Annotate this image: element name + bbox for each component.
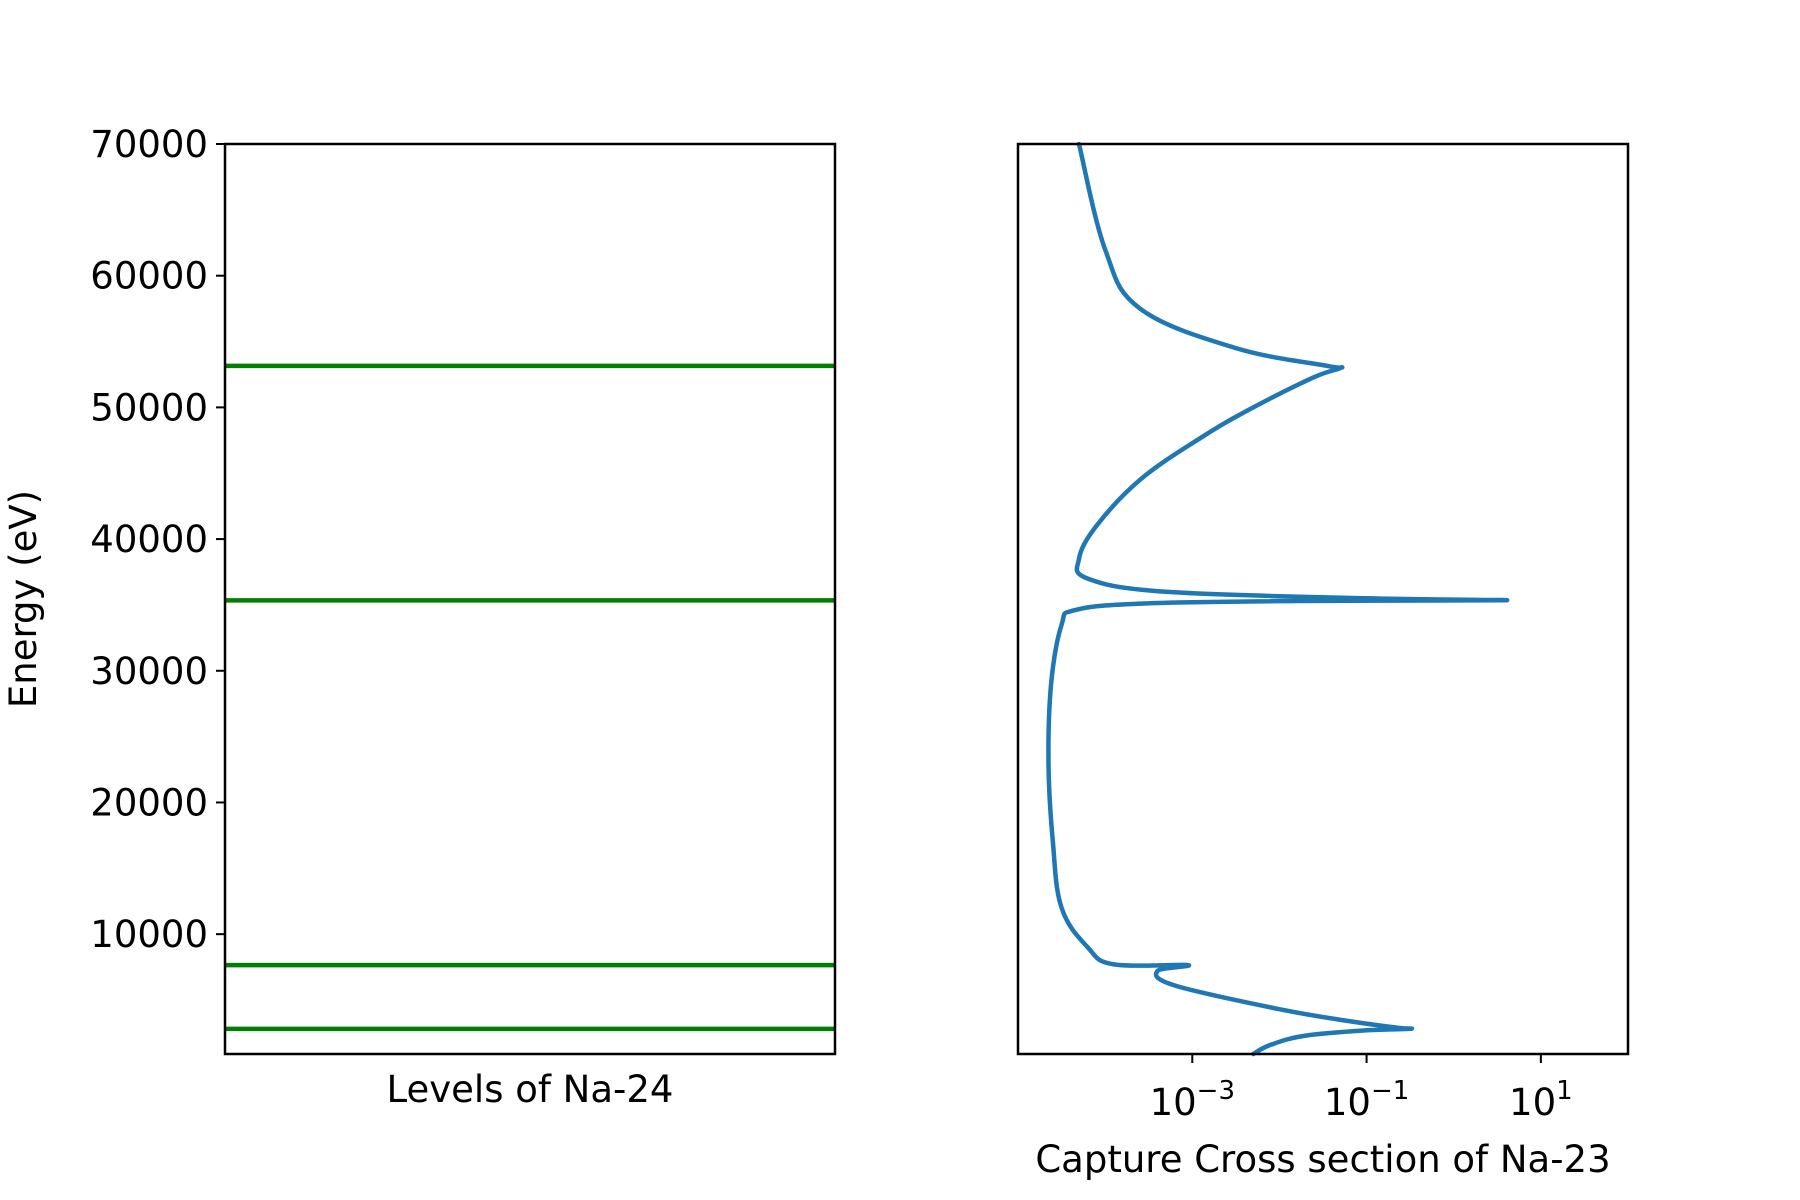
x-tick-label-1: 10−1 — [1324, 1076, 1409, 1124]
cross-section-plot-frame — [1016, 142, 1630, 1056]
x-axis-ticks: 10−3 10−1 101 — [1150, 1054, 1573, 1124]
y-tick-label-3: 40000 — [90, 518, 208, 561]
y-tick-label-0: 10000 — [90, 913, 208, 956]
levels-plot-frame — [223, 142, 837, 1056]
y-axis-ticks: 10000 20000 30000 40000 50000 60000 70000 — [90, 123, 225, 956]
levels-x-axis-label: Levels of Na-24 — [387, 1068, 674, 1111]
cross-section-curve — [1046, 141, 1510, 1057]
y-tick-label-5: 60000 — [90, 255, 208, 298]
x-tick-label-0: 10−3 — [1150, 1076, 1235, 1124]
y-tick-label-4: 50000 — [90, 386, 208, 429]
cross-section-panel: 10−3 10−1 101 Capture Cross section of Na-… — [1016, 141, 1630, 1181]
energy-y-axis-label: Energy (eV) — [2, 490, 45, 708]
y-tick-label-6: 70000 — [90, 123, 208, 166]
levels-panel: 10000 20000 30000 40000 50000 60000 70000 Leve… — [2, 123, 837, 1111]
cross-section-x-axis-label: Capture Cross section of Na-23 — [1035, 1138, 1610, 1181]
y-tick-label-2: 30000 — [90, 650, 208, 693]
level-lines — [225, 363, 835, 1032]
y-tick-label-1: 20000 — [90, 781, 208, 824]
x-tick-label-2: 101 — [1509, 1076, 1573, 1124]
